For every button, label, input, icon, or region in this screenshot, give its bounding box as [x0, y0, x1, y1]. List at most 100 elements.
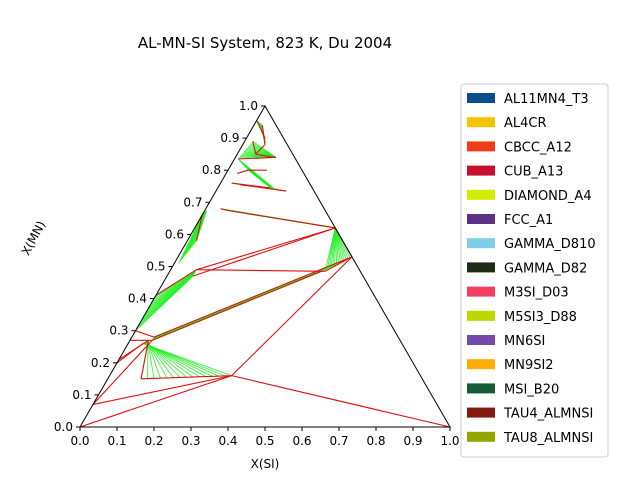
x-tick-label: 0.4: [218, 434, 237, 448]
legend-swatch: [467, 141, 495, 152]
legend-swatch: [467, 383, 495, 394]
phase-boundary-line: [196, 227, 336, 271]
phase-boundary-line: [196, 269, 326, 272]
legend-item: MN9SI2: [467, 358, 554, 373]
x-tick-label: 0.8: [366, 434, 385, 448]
phase-boundary-line: [140, 340, 149, 379]
phase-boundary-line: [239, 184, 287, 192]
legend-swatch: [467, 286, 495, 297]
phase-boundary-line: [220, 208, 228, 211]
phase-boundary-line: [155, 269, 197, 296]
x-tick-label: 0.5: [255, 434, 274, 448]
chart-title: AL-MN-SI System, 823 K, Du 2004: [138, 34, 392, 52]
legend-swatch: [467, 407, 495, 418]
y-tick-label: 0.6: [165, 227, 184, 241]
y-tick-label: 0.3: [109, 324, 128, 338]
x-tick-label: 0.7: [329, 434, 348, 448]
phase-boundary-line: [196, 215, 203, 241]
legend-item: CUB_A13: [467, 165, 563, 180]
legend-label: GAMMA_D82: [504, 261, 587, 276]
legend-item: M5SI3_D88: [467, 310, 577, 325]
legend-item: M3SI_D03: [467, 286, 569, 301]
legend-swatch: [467, 117, 495, 128]
legend-swatch: [467, 359, 495, 370]
legend-swatch: [467, 310, 495, 321]
legend-label: TAU8_ALMNSI: [503, 431, 593, 446]
phase-boundary-line: [92, 375, 232, 406]
y-tick-label: 0.5: [146, 260, 165, 274]
phase-boundary-line: [135, 330, 155, 338]
legend-label: CUB_A13: [504, 165, 563, 180]
y-tick-label: 0.0: [54, 420, 73, 434]
legend-label: AL11MN4_T3: [504, 92, 589, 107]
legend-frame: [460, 83, 609, 458]
legend-label: DIAMOND_A4: [504, 189, 592, 204]
legend-item: FCC_A1: [467, 213, 553, 228]
phase-boundary-line: [255, 153, 275, 158]
legend-item: AL4CR: [467, 116, 547, 131]
legend-label: CBCC_A12: [504, 140, 572, 155]
legend-item: CBCC_A12: [467, 140, 572, 155]
tie-line: [146, 340, 161, 379]
tie-line: [248, 169, 271, 189]
legend-label: TAU4_ALMNSI: [503, 407, 593, 422]
tie-line: [147, 340, 149, 379]
plot-area: 0.0 0.1 0.2 0.3 0.4 0.5 0.6 0.7 0.8 0.9 1.0 0.0 0.1 0…: [54, 99, 460, 448]
phase-boundary-line: [192, 227, 336, 277]
legend-label: AL4CR: [504, 116, 547, 131]
y-tick-label: 0.4: [128, 292, 147, 306]
phase-boundary-line: [237, 169, 249, 174]
legend-swatch: [467, 238, 495, 249]
phase-boundary-line: [231, 182, 270, 189]
legend-swatch: [467, 93, 495, 103]
y-tick-label: 0.9: [220, 131, 239, 145]
x-tick-label: 0.0: [70, 434, 89, 448]
tie-line: [142, 343, 232, 377]
phase-boundary-line: [153, 256, 353, 338]
y-tick-label: 0.7: [183, 195, 202, 209]
x-tick-label: 0.3: [181, 434, 200, 448]
phase-boundary-line: [92, 339, 153, 405]
legend-swatch: [467, 262, 495, 273]
x-axis-label: X(SI): [251, 457, 280, 471]
phase-boundary-line: [238, 156, 277, 160]
phase-boundary-line: [226, 209, 336, 229]
x-tick-label: 0.2: [144, 434, 163, 448]
legend-label: FCC_A1: [504, 213, 553, 228]
legend-label: GAMMA_D810: [504, 237, 596, 252]
tie-line: [146, 341, 168, 379]
legend-swatch: [467, 431, 495, 442]
x-tick-label: 0.9: [403, 434, 422, 448]
legend-label: M3SI_D03: [504, 286, 569, 301]
tie-line: [135, 275, 194, 332]
legend-swatch: [467, 165, 495, 176]
legend-label: M5SI3_D88: [504, 310, 577, 325]
phase-boundary-line: [255, 144, 266, 155]
phase-boundary-line: [118, 339, 149, 361]
x-tick-label: 1.0: [440, 434, 459, 448]
y-tick-label: 0.1: [72, 388, 91, 402]
legend-label: MN9SI2: [504, 358, 554, 373]
x-tick-label: 0.1: [107, 434, 126, 448]
tie-line: [147, 340, 155, 379]
legend-label: MN6SI: [504, 334, 545, 349]
x-tick-label: 0.6: [292, 434, 311, 448]
phase-boundary-line: [252, 141, 257, 155]
legend: AL11MN4_T3 AL4CR CBCC_A12 CUB_A13 DIAMOND_A4…: [460, 83, 609, 458]
phase-boundary-line: [151, 270, 322, 341]
legend-item: TAU4_ALMNSI: [467, 407, 593, 422]
phase-boundary-line: [261, 125, 266, 145]
legend-item: GAMMA_D810: [467, 237, 596, 252]
y-tick-label: 1.0: [239, 99, 258, 113]
y-tick-label: 0.8: [202, 163, 221, 177]
tie-line: [324, 227, 336, 272]
legend-swatch: [467, 335, 495, 345]
legend-swatch: [467, 214, 495, 224]
legend-item: MSI_B20: [467, 382, 559, 397]
phase-boundary-line: [231, 256, 353, 377]
legend-label: MSI_B20: [504, 382, 559, 397]
tie-line: [178, 214, 203, 264]
phase-boundary-line: [79, 375, 232, 428]
y-tick-label: 0.2: [91, 356, 110, 370]
legend-item: GAMMA_D82: [467, 261, 587, 276]
